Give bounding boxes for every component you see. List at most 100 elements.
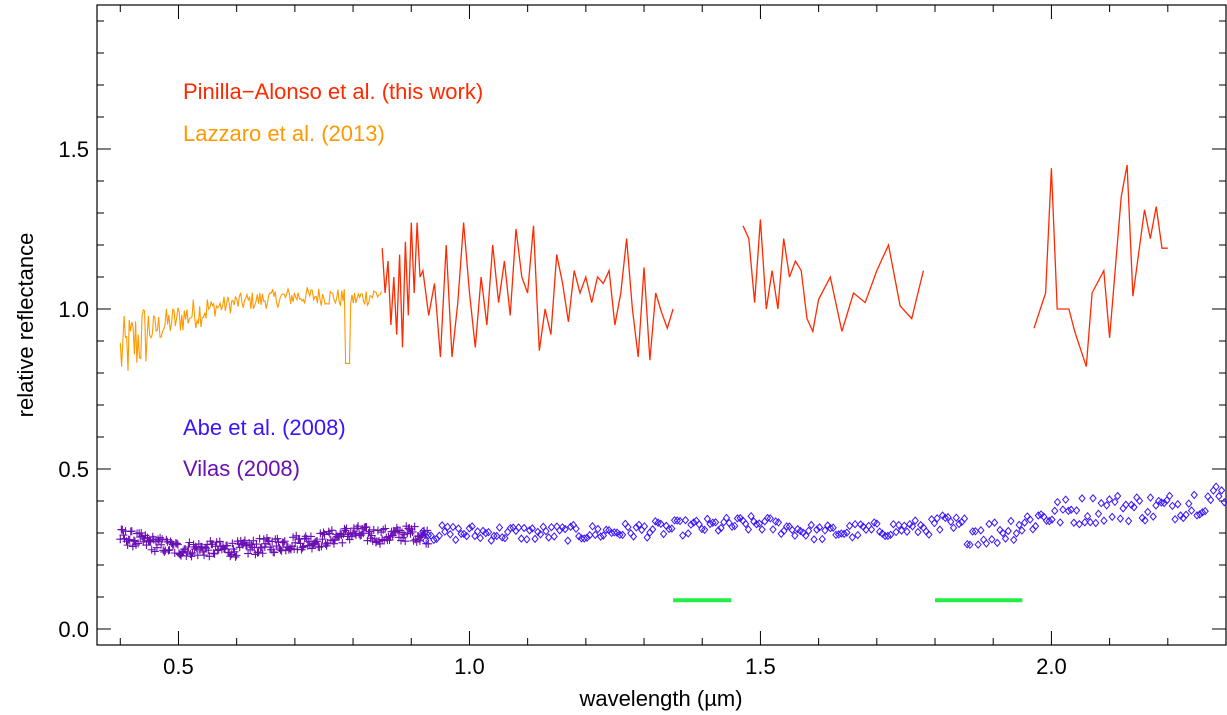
series-abe-point xyxy=(777,529,785,539)
x-tick-label: 1.0 xyxy=(454,654,485,679)
series-abe-point xyxy=(435,531,443,541)
series-vilas-point xyxy=(256,543,265,552)
x-axis-label: wavelength (µm) xyxy=(578,686,742,711)
series-abe-point xyxy=(840,529,848,539)
series-abe-point xyxy=(1206,495,1215,505)
series-abe-point xyxy=(668,524,676,533)
series-abe-point xyxy=(884,531,892,541)
series-vilas-point xyxy=(127,527,136,536)
series-abe-point xyxy=(659,529,668,539)
series-abe-point xyxy=(597,532,605,541)
series-abe-point xyxy=(632,523,640,532)
series-vilas-point xyxy=(200,551,209,560)
series-abe-point xyxy=(889,519,898,529)
series-abe-point xyxy=(1124,516,1133,526)
series-vilas-point xyxy=(369,525,378,534)
series-abe-point xyxy=(640,522,649,531)
series-abe-point xyxy=(665,524,673,534)
series-vilas-point xyxy=(258,549,267,558)
series-vilas-point xyxy=(410,522,419,531)
x-tick-label: 1.5 xyxy=(745,654,776,679)
series-abe-point xyxy=(966,540,974,550)
series-abe-point xyxy=(1182,510,1190,520)
series-abe-point xyxy=(657,519,665,529)
series-vilas-point xyxy=(365,527,374,536)
series-abe-point xyxy=(1196,510,1204,519)
series-abe-point xyxy=(867,525,876,534)
series-abe-point xyxy=(482,528,490,538)
series-abe-point xyxy=(1122,500,1130,510)
series-abe-point xyxy=(1094,509,1103,519)
series-abe-point xyxy=(517,534,526,543)
series-abe-point xyxy=(687,520,695,529)
series-vilas-point xyxy=(401,537,410,546)
series-abe-point xyxy=(917,520,925,530)
series-vilas-point xyxy=(255,534,264,543)
legend-lazzaro: Lazzaro et al. (2013) xyxy=(183,121,385,146)
series-vilas-point xyxy=(252,540,261,549)
plot-frame xyxy=(96,4,1227,646)
series-abe-point xyxy=(988,535,996,544)
series-abe-point xyxy=(993,538,1001,548)
series-vilas-point xyxy=(209,549,218,558)
series-abe-point xyxy=(766,514,774,523)
series-abe-point xyxy=(493,531,501,541)
series-abe-point xyxy=(531,534,539,544)
series-abe-point xyxy=(1078,494,1086,503)
series-abe-point xyxy=(1086,517,1094,527)
series-abe-point xyxy=(714,526,722,535)
series-abe-point xyxy=(763,513,772,523)
legend-abe: Abe et al. (2008) xyxy=(183,415,346,440)
series-abe-point xyxy=(854,530,862,540)
series-abe-point xyxy=(1149,512,1157,521)
series-abe-point xyxy=(684,529,692,538)
series-abe-point xyxy=(1072,506,1081,515)
series-vilas-point xyxy=(318,535,327,544)
series-abe-point xyxy=(624,522,632,532)
series-abe-point xyxy=(424,530,433,540)
series-vilas-point xyxy=(152,543,161,552)
series-vilas-point xyxy=(225,548,234,557)
y-axis-label: relative reflectance xyxy=(13,233,38,418)
series-abe-point xyxy=(843,528,851,537)
series-abe-point xyxy=(520,523,528,533)
series-abe-point xyxy=(446,530,454,539)
y-tick-label: 0.0 xyxy=(58,617,89,642)
series-vilas-point xyxy=(184,542,193,551)
series-abe-point xyxy=(914,527,922,537)
series-abe-point xyxy=(969,527,977,536)
series-abe-point xyxy=(895,520,903,530)
series-vilas-point xyxy=(173,540,182,549)
series-vilas-point xyxy=(307,544,316,553)
series-abe-point xyxy=(769,525,777,534)
series-abe-point xyxy=(1220,497,1227,507)
series-vilas-point xyxy=(165,545,174,554)
series-abe-point xyxy=(528,524,536,533)
y-axis-ticks: 0.0 0.5 1.0 1.5 xyxy=(58,20,1226,642)
series-abe-point xyxy=(1048,515,1056,524)
series-abe-point xyxy=(1064,506,1073,516)
series-vilas-point xyxy=(408,527,417,536)
series-abe-point xyxy=(977,526,985,535)
series-abe-point xyxy=(476,533,484,543)
series-vilas-point xyxy=(226,552,235,561)
series-abe-point xyxy=(979,535,988,544)
series-abe-point xyxy=(927,515,936,524)
x-tick-label: 2.0 xyxy=(1036,654,1067,679)
series-vilas-point xyxy=(162,535,171,544)
series-layer xyxy=(116,164,1227,561)
series-abe-point xyxy=(947,517,955,527)
series-vilas-point xyxy=(244,549,253,558)
series-vilas-point xyxy=(231,552,240,561)
series-abe-point xyxy=(1165,491,1174,501)
series-abe-point xyxy=(752,519,761,529)
series-abe-point xyxy=(566,522,575,532)
series-abe-point xyxy=(908,522,917,531)
series-abe-point xyxy=(1168,501,1176,511)
series-abe-point xyxy=(629,532,638,541)
series-abe-point xyxy=(542,526,550,536)
series-vilas-point xyxy=(419,530,428,539)
series-abe-point xyxy=(670,516,679,525)
series-abe-point xyxy=(755,519,763,528)
